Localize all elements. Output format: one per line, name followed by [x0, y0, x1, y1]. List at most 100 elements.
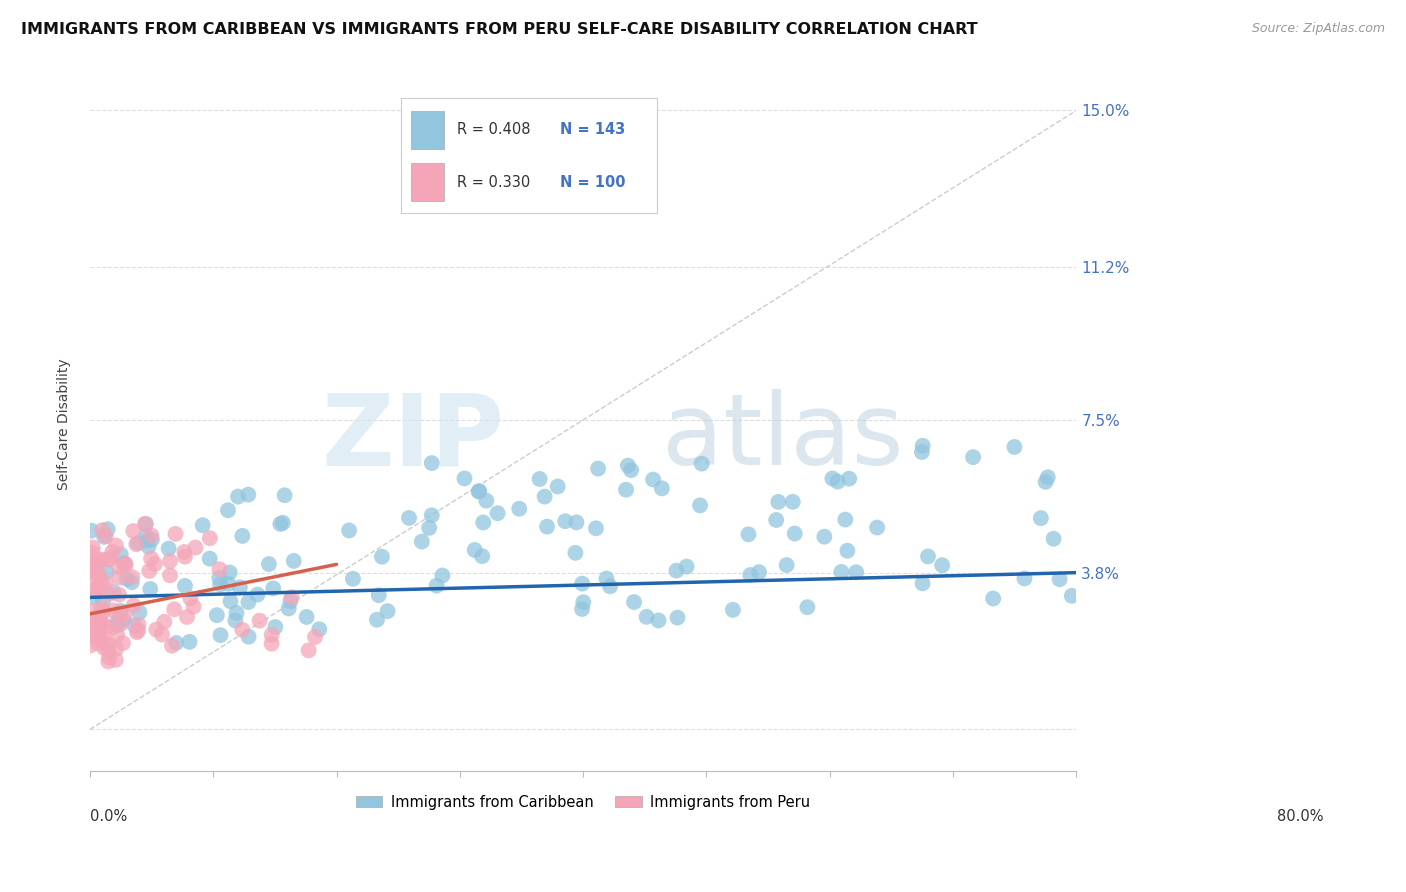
- Text: 80.0%: 80.0%: [1277, 809, 1323, 824]
- Point: [86, 569, 108, 583]
- Point: [198, 531, 221, 545]
- Point: [748, 565, 770, 579]
- Point: [138, 540, 160, 554]
- Point: [827, 475, 849, 489]
- Y-axis label: Self-Care Disability: Self-Care Disability: [58, 359, 72, 490]
- Point: [931, 558, 953, 573]
- Point: [269, 516, 291, 531]
- Point: [337, 524, 360, 538]
- Point: [911, 445, 934, 459]
- Point: [911, 439, 934, 453]
- Point: [208, 562, 231, 576]
- Point: [775, 558, 797, 572]
- Point: [783, 526, 806, 541]
- Point: [471, 549, 494, 564]
- Point: [249, 614, 271, 628]
- Point: [110, 548, 132, 562]
- Point: [585, 521, 607, 535]
- Point: [547, 479, 569, 493]
- Point: [79, 622, 101, 636]
- Point: [765, 513, 787, 527]
- Point: [834, 513, 856, 527]
- Point: [141, 533, 163, 547]
- Point: [666, 610, 689, 624]
- Point: [837, 543, 859, 558]
- Point: [231, 623, 253, 637]
- Point: [529, 472, 551, 486]
- Point: [125, 625, 148, 640]
- Point: [157, 541, 180, 556]
- Point: [866, 520, 889, 534]
- Point: [420, 508, 443, 523]
- Point: [94, 620, 117, 634]
- Point: [104, 539, 127, 553]
- Point: [97, 522, 120, 536]
- Point: [91, 523, 114, 537]
- Point: [93, 604, 115, 618]
- Point: [83, 571, 105, 585]
- Point: [599, 579, 621, 593]
- Point: [472, 516, 495, 530]
- Point: [176, 610, 198, 624]
- Point: [80, 604, 103, 618]
- Point: [115, 572, 138, 586]
- Point: [108, 607, 131, 621]
- Point: [90, 552, 112, 566]
- Point: [111, 636, 134, 650]
- Point: [150, 627, 173, 641]
- Point: [264, 620, 287, 634]
- Point: [79, 627, 101, 641]
- Point: [981, 591, 1004, 606]
- Point: [651, 481, 673, 495]
- Point: [112, 613, 135, 627]
- Point: [128, 606, 150, 620]
- Point: [174, 579, 197, 593]
- Point: [94, 529, 117, 543]
- Point: [536, 519, 558, 533]
- Point: [80, 524, 103, 538]
- Point: [411, 534, 433, 549]
- Point: [96, 565, 118, 579]
- Point: [105, 628, 128, 642]
- Point: [617, 458, 640, 473]
- Point: [643, 473, 665, 487]
- Point: [83, 611, 105, 625]
- Point: [82, 546, 104, 560]
- Point: [112, 557, 135, 571]
- Text: 0.0%: 0.0%: [90, 809, 127, 824]
- Point: [217, 503, 239, 517]
- Point: [86, 556, 108, 570]
- Point: [768, 495, 790, 509]
- Point: [225, 606, 247, 620]
- Point: [163, 602, 186, 616]
- Point: [91, 594, 114, 608]
- Text: ZIP: ZIP: [322, 390, 505, 486]
- Point: [105, 641, 128, 656]
- Point: [1029, 511, 1052, 525]
- Point: [246, 588, 269, 602]
- Point: [135, 516, 157, 531]
- Point: [90, 601, 112, 615]
- Point: [82, 614, 104, 628]
- Point: [224, 614, 246, 628]
- Point: [83, 621, 105, 635]
- Point: [271, 516, 294, 530]
- Point: [93, 640, 115, 655]
- Text: Source: ZipAtlas.com: Source: ZipAtlas.com: [1251, 22, 1385, 36]
- Point: [84, 616, 107, 631]
- Point: [160, 639, 183, 653]
- Point: [453, 471, 475, 485]
- Point: [105, 615, 128, 629]
- Point: [139, 582, 162, 596]
- Point: [1042, 532, 1064, 546]
- Point: [121, 575, 143, 590]
- Point: [845, 566, 868, 580]
- Point: [432, 568, 454, 582]
- Point: [83, 616, 105, 631]
- Text: atlas: atlas: [662, 390, 904, 486]
- Point: [262, 582, 284, 596]
- Point: [89, 616, 111, 631]
- Point: [89, 553, 111, 567]
- Point: [564, 546, 586, 560]
- Point: [110, 616, 132, 631]
